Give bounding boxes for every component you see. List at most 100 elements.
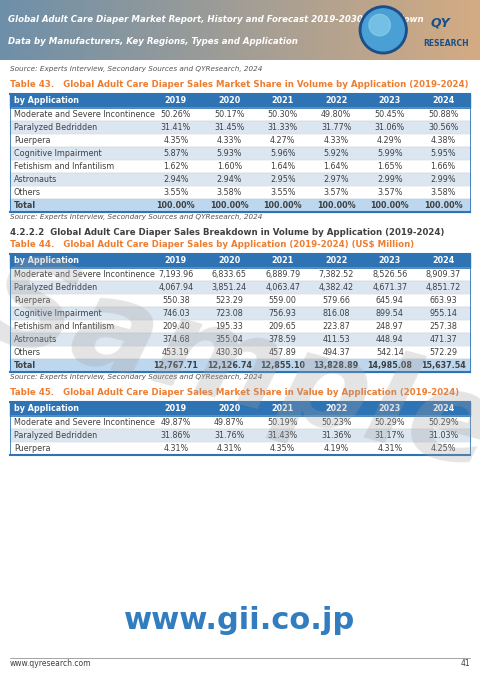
Text: 4.27%: 4.27%	[270, 136, 296, 145]
Bar	[384, 0, 387, 60]
Bar	[293, 0, 296, 60]
Bar	[156, 0, 159, 60]
Bar	[53, 0, 56, 60]
Bar	[439, 0, 443, 60]
Bar	[322, 0, 325, 60]
Text: 4,851.72: 4,851.72	[426, 282, 461, 292]
Text: www.gii.co.jp: www.gii.co.jp	[124, 606, 356, 635]
Text: Source: Experts Interview, Secondary Sources and QYResearch, 2024: Source: Experts Interview, Secondary Sou…	[10, 66, 263, 72]
Text: 2023: 2023	[379, 96, 401, 105]
Bar	[377, 0, 380, 60]
Bar	[266, 0, 270, 60]
Bar	[12, 0, 15, 60]
Bar	[278, 0, 282, 60]
Bar	[430, 0, 433, 60]
Text: 899.54: 899.54	[376, 309, 404, 318]
Bar	[247, 0, 251, 60]
Text: 4.19%: 4.19%	[324, 444, 349, 453]
Text: 4.31%: 4.31%	[216, 444, 242, 453]
Text: 4.38%: 4.38%	[431, 136, 456, 145]
Text: 2.99%: 2.99%	[377, 175, 403, 184]
Text: 1.66%: 1.66%	[431, 162, 456, 170]
Bar	[276, 0, 279, 60]
Text: 4.31%: 4.31%	[377, 444, 402, 453]
Bar	[458, 0, 462, 60]
Bar	[310, 0, 313, 60]
Bar	[451, 0, 455, 60]
Bar	[82, 0, 85, 60]
Bar	[449, 0, 452, 60]
Text: 49.87%: 49.87%	[214, 418, 244, 427]
Bar	[470, 0, 474, 60]
Text: 4.2.2.2  Global Adult Care Diaper Sales Breakdown in Volume by Application (2019: 4.2.2.2 Global Adult Care Diaper Sales B…	[10, 227, 444, 237]
Text: 3.57%: 3.57%	[324, 188, 349, 197]
Bar	[415, 0, 419, 60]
Text: 2024: 2024	[432, 256, 455, 265]
Text: QY: QY	[430, 16, 450, 29]
Bar	[29, 0, 32, 60]
Text: 209.40: 209.40	[162, 322, 190, 331]
Text: 2019: 2019	[165, 404, 187, 414]
Text: 12,126.74: 12,126.74	[207, 361, 252, 370]
Text: 50.17%: 50.17%	[214, 110, 244, 119]
Bar	[14, 0, 18, 60]
Text: 100.00%: 100.00%	[371, 201, 409, 210]
Text: 663.93: 663.93	[430, 296, 457, 305]
Text: 257.38: 257.38	[429, 322, 457, 331]
Bar	[144, 0, 147, 60]
Bar	[10, 160, 470, 172]
Bar	[403, 0, 407, 60]
Text: Others: Others	[14, 188, 41, 197]
Text: 3,851.24: 3,851.24	[212, 282, 247, 292]
Text: 41: 41	[460, 659, 470, 667]
Text: 756.93: 756.93	[269, 309, 297, 318]
Text: 6,889.79: 6,889.79	[265, 270, 300, 279]
Text: 50.29%: 50.29%	[374, 418, 405, 427]
Text: 31.76%: 31.76%	[214, 430, 244, 440]
Bar	[437, 0, 440, 60]
Bar	[307, 0, 311, 60]
Text: 457.89: 457.89	[269, 348, 297, 356]
Bar	[170, 0, 174, 60]
Text: 2022: 2022	[325, 256, 348, 265]
Bar	[386, 0, 390, 60]
Text: 31.86%: 31.86%	[161, 430, 191, 440]
Bar	[10, 134, 470, 147]
Bar	[466, 0, 469, 60]
Bar	[46, 0, 49, 60]
Bar	[103, 0, 107, 60]
Bar	[74, 0, 78, 60]
Text: Puerpera: Puerpera	[14, 136, 50, 145]
Bar	[10, 280, 470, 294]
Text: 248.97: 248.97	[376, 322, 404, 331]
Bar	[259, 0, 263, 60]
Text: Fetishism and Infantilism: Fetishism and Infantilism	[14, 322, 114, 331]
Text: 3.55%: 3.55%	[163, 188, 189, 197]
Text: 2022: 2022	[325, 404, 348, 414]
Text: 746.03: 746.03	[162, 309, 190, 318]
Bar	[312, 0, 315, 60]
Text: 453.19: 453.19	[162, 348, 190, 356]
Text: 8,526.56: 8,526.56	[372, 270, 408, 279]
Bar	[149, 0, 152, 60]
Text: RESEARCH: RESEARCH	[423, 39, 469, 48]
Bar	[223, 0, 227, 60]
Text: Cognitive Impairment: Cognitive Impairment	[14, 149, 102, 158]
Bar	[91, 0, 95, 60]
Text: 31.33%: 31.33%	[268, 123, 298, 132]
Bar	[374, 0, 378, 60]
Text: 13,828.89: 13,828.89	[313, 361, 359, 370]
Bar	[113, 0, 116, 60]
Text: 7,382.52: 7,382.52	[319, 270, 354, 279]
Text: 31.41%: 31.41%	[161, 123, 191, 132]
Text: Total: Total	[14, 361, 36, 370]
Bar	[7, 0, 11, 60]
Text: 2022: 2022	[325, 96, 348, 105]
Bar	[151, 0, 155, 60]
Text: 1.60%: 1.60%	[216, 162, 242, 170]
Bar	[358, 0, 361, 60]
Bar	[132, 0, 135, 60]
Text: Sample: Sample	[0, 243, 480, 496]
Bar	[406, 0, 409, 60]
Bar	[60, 0, 63, 60]
